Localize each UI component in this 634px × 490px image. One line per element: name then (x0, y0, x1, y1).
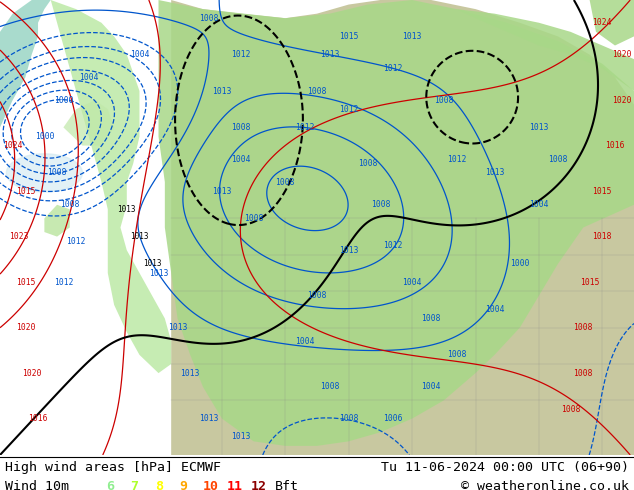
Text: 1015: 1015 (16, 278, 35, 287)
Text: 1020: 1020 (22, 368, 41, 378)
Text: 1012: 1012 (339, 105, 358, 114)
Text: 1008: 1008 (574, 323, 593, 332)
Text: 1008: 1008 (561, 405, 580, 414)
Polygon shape (456, 9, 634, 91)
Text: 1000: 1000 (35, 132, 54, 141)
Polygon shape (0, 0, 51, 127)
Text: 1008: 1008 (371, 200, 390, 209)
Text: 1013: 1013 (149, 269, 168, 277)
Text: 10: 10 (203, 480, 219, 490)
Text: 1004: 1004 (529, 200, 548, 209)
Text: 1013: 1013 (143, 259, 162, 269)
Text: 1008: 1008 (276, 177, 295, 187)
Text: 1024: 1024 (593, 18, 612, 27)
Polygon shape (590, 0, 634, 46)
Text: 1012: 1012 (54, 278, 73, 287)
Text: 1004: 1004 (79, 73, 98, 82)
Text: 1023: 1023 (10, 232, 29, 241)
Polygon shape (63, 100, 114, 146)
Text: 1024: 1024 (3, 141, 22, 150)
Text: 1006: 1006 (384, 414, 403, 423)
Text: 1008: 1008 (307, 291, 327, 300)
Text: 1020: 1020 (16, 323, 35, 332)
Text: 1012: 1012 (295, 123, 314, 132)
Text: 1016: 1016 (605, 141, 624, 150)
Text: 1008: 1008 (422, 314, 441, 323)
Text: 1020: 1020 (612, 50, 631, 59)
Polygon shape (6, 154, 82, 192)
Text: 1008: 1008 (358, 159, 377, 168)
Text: 7: 7 (131, 480, 139, 490)
Text: Wind 10m: Wind 10m (5, 480, 69, 490)
Text: 1013: 1013 (485, 169, 504, 177)
Text: 1012: 1012 (447, 155, 466, 164)
Text: 11: 11 (227, 480, 243, 490)
Text: 1013: 1013 (181, 368, 200, 378)
Text: Tu 11-06-2024 00:00 UTC (06+90): Tu 11-06-2024 00:00 UTC (06+90) (381, 461, 629, 474)
Text: 1013: 1013 (130, 232, 149, 241)
Text: 1015: 1015 (593, 187, 612, 196)
Text: 1012: 1012 (231, 50, 250, 59)
Text: 1008: 1008 (320, 382, 339, 391)
Text: 1013: 1013 (339, 246, 358, 255)
Text: © weatheronline.co.uk: © weatheronline.co.uk (461, 480, 629, 490)
Text: 1004: 1004 (295, 337, 314, 346)
Text: 1008: 1008 (548, 155, 567, 164)
Text: 1008: 1008 (244, 214, 263, 223)
Text: 1013: 1013 (117, 205, 136, 214)
Text: Bft: Bft (275, 480, 299, 490)
Polygon shape (158, 0, 634, 446)
Text: 1013: 1013 (320, 50, 339, 59)
Polygon shape (51, 0, 171, 373)
Text: 1004: 1004 (422, 382, 441, 391)
Text: 1008: 1008 (447, 350, 466, 359)
Text: 1008: 1008 (200, 14, 219, 23)
Text: 6: 6 (107, 480, 115, 490)
Text: 1004: 1004 (403, 278, 422, 287)
Text: 1004: 1004 (231, 155, 250, 164)
Text: 1013: 1013 (200, 414, 219, 423)
Text: 12: 12 (251, 480, 267, 490)
Text: 1013: 1013 (168, 323, 187, 332)
Text: 1008: 1008 (434, 96, 453, 104)
Text: 1000: 1000 (54, 96, 73, 104)
Text: 1013: 1013 (403, 32, 422, 41)
Polygon shape (44, 205, 70, 237)
Text: 9: 9 (179, 480, 187, 490)
Text: 1004: 1004 (130, 50, 149, 59)
Text: 1015: 1015 (16, 187, 35, 196)
Text: 1013: 1013 (212, 187, 231, 196)
Text: 1012: 1012 (384, 241, 403, 250)
Text: 1008: 1008 (307, 87, 327, 96)
Text: 8: 8 (155, 480, 163, 490)
Text: 1008: 1008 (48, 169, 67, 177)
Text: 1000: 1000 (510, 259, 529, 269)
Text: 1012: 1012 (67, 237, 86, 245)
Text: 1004: 1004 (485, 305, 504, 314)
Text: 1018: 1018 (593, 232, 612, 241)
Text: 1020: 1020 (612, 96, 631, 104)
Text: 1008: 1008 (231, 123, 250, 132)
Text: 1015: 1015 (580, 278, 599, 287)
Text: 1013: 1013 (212, 87, 231, 96)
Text: 1013: 1013 (529, 123, 548, 132)
Text: High wind areas [hPa] ECMWF: High wind areas [hPa] ECMWF (5, 461, 221, 474)
Text: 1015: 1015 (339, 32, 358, 41)
Text: 1008: 1008 (574, 368, 593, 378)
Text: 1012: 1012 (384, 64, 403, 73)
Text: 1013: 1013 (231, 432, 250, 441)
Text: 1016: 1016 (29, 414, 48, 423)
Polygon shape (171, 0, 634, 455)
Text: 1008: 1008 (339, 414, 358, 423)
Text: 1008: 1008 (60, 200, 79, 209)
